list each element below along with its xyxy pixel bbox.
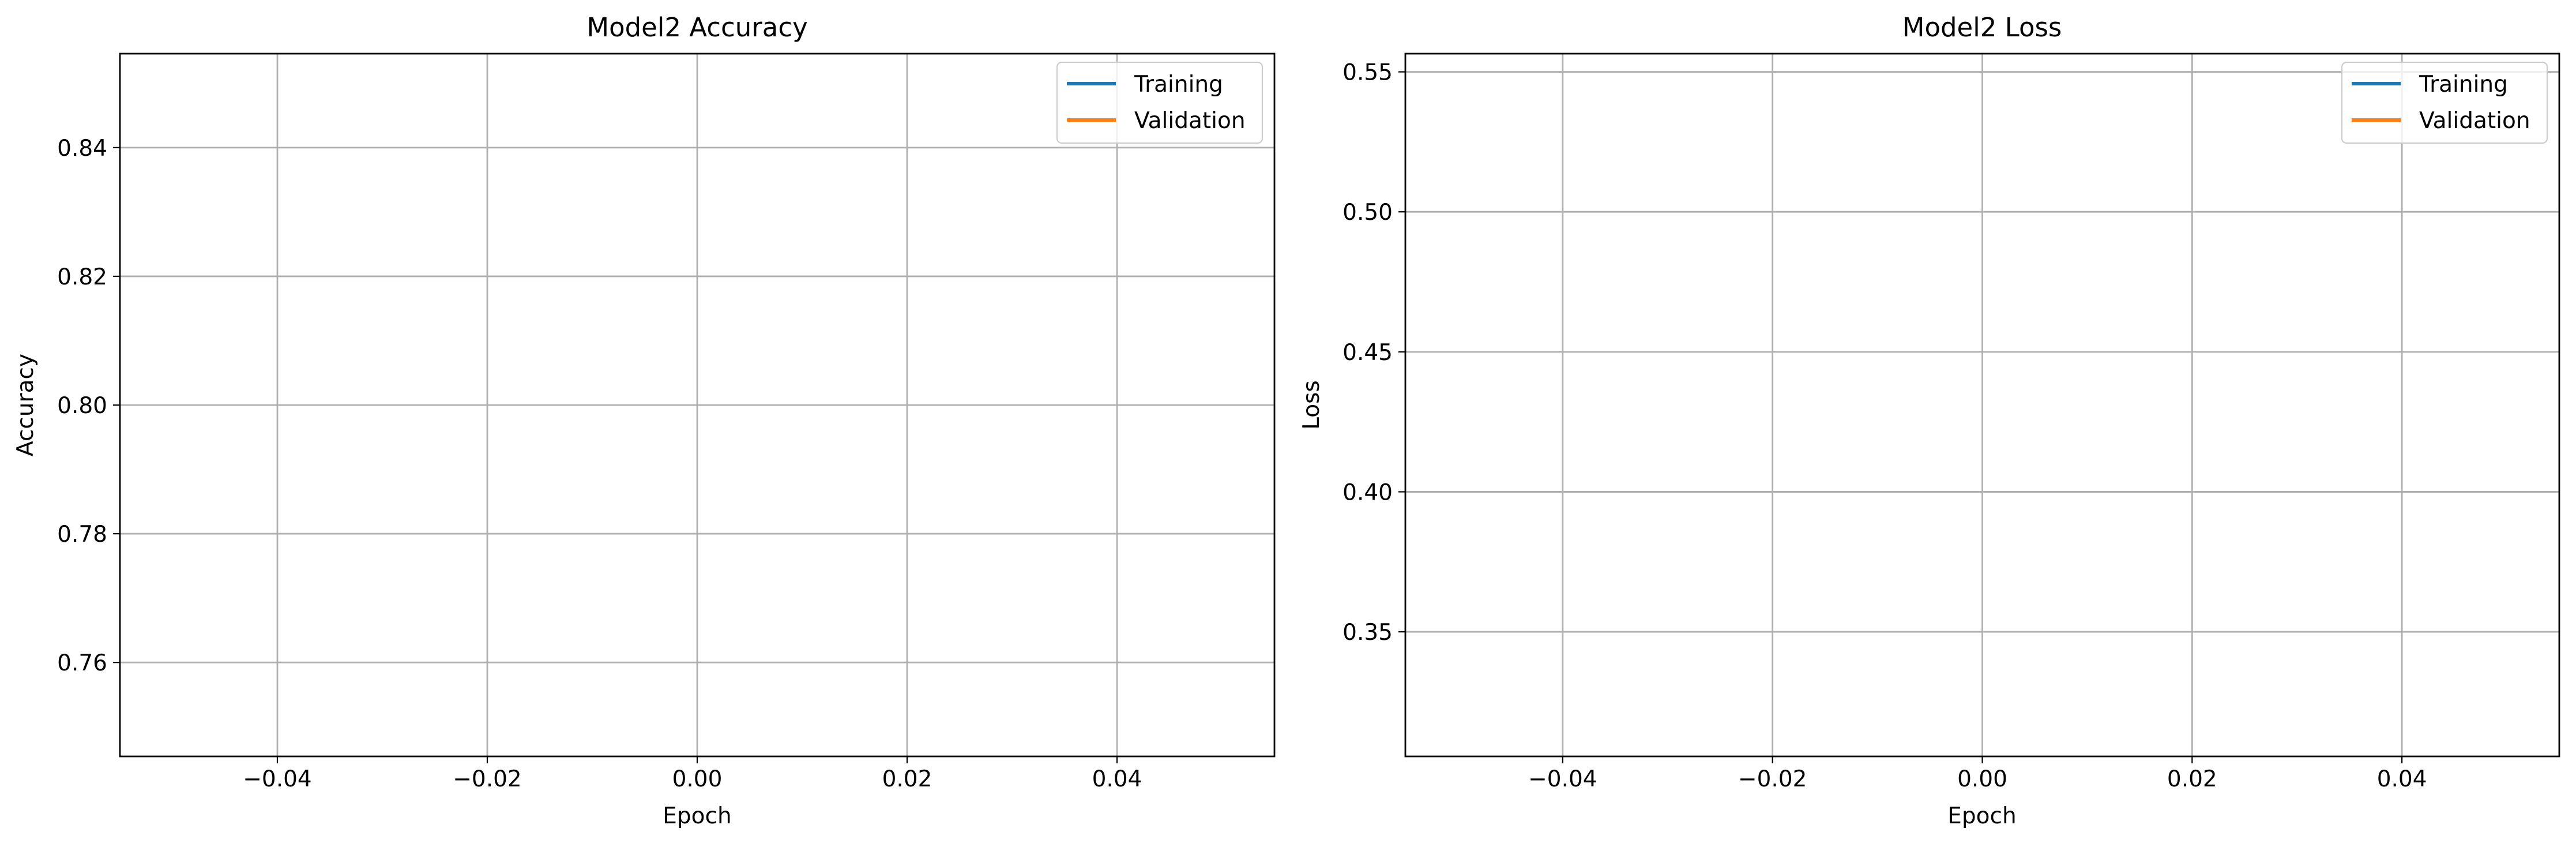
loss-x-ticks: −0.04 −0.02 0.00 0.02 0.04 xyxy=(1528,756,2427,792)
accuracy-y-tick-label: 0.84 xyxy=(57,136,107,162)
loss-x-tick-label: −0.02 xyxy=(1738,766,1807,792)
loss-y-tick-label: 0.50 xyxy=(1342,200,1393,226)
loss-y-ticks: 0.35 0.40 0.45 0.50 0.55 xyxy=(1342,60,1405,646)
accuracy-x-axis-label: Epoch xyxy=(663,803,731,829)
loss-legend-training-label: Training xyxy=(2419,72,2508,98)
accuracy-y-axis-label: Accuracy xyxy=(13,354,39,456)
accuracy-chart-title: Model2 Accuracy xyxy=(586,12,808,43)
accuracy-x-tick-label: −0.02 xyxy=(453,766,522,792)
accuracy-chart: Model2 Accuracy −0.04 −0.02 0.00 0.02 0.04 0… xyxy=(13,12,1276,829)
loss-x-tick-label: 0.02 xyxy=(2167,766,2217,792)
accuracy-y-ticks: 0.76 0.78 0.80 0.82 0.84 xyxy=(57,136,120,676)
accuracy-y-tick-label: 0.76 xyxy=(57,650,107,676)
accuracy-grid xyxy=(120,54,1274,756)
accuracy-x-tick-label: −0.04 xyxy=(243,766,312,792)
accuracy-y-tick-label: 0.82 xyxy=(57,264,107,290)
accuracy-legend-training-label: Training xyxy=(1134,72,1223,98)
accuracy-x-tick-label: 0.04 xyxy=(1092,766,1142,792)
loss-y-tick-label: 0.45 xyxy=(1342,340,1393,366)
accuracy-legend: Training Validation xyxy=(1056,61,1263,144)
accuracy-legend-validation-label: Validation xyxy=(1134,108,1246,134)
accuracy-x-tick-label: 0.00 xyxy=(672,766,723,792)
accuracy-y-tick-label: 0.80 xyxy=(57,393,107,419)
loss-chart: Model2 Loss −0.04 −0.02 0.00 0.02 0.04 0.350… xyxy=(1299,12,2560,829)
loss-x-axis-label: Epoch xyxy=(1947,803,2016,829)
accuracy-x-tick-label: 0.02 xyxy=(882,766,932,792)
loss-y-axis-label: Loss xyxy=(1299,380,1325,430)
loss-chart-title: Model2 Loss xyxy=(1902,12,2062,43)
loss-y-tick-label: 0.35 xyxy=(1342,620,1393,646)
loss-y-tick-label: 0.55 xyxy=(1342,60,1393,86)
accuracy-x-ticks: −0.04 −0.02 0.00 0.02 0.04 xyxy=(243,756,1142,792)
loss-y-tick-label: 0.40 xyxy=(1342,479,1393,505)
loss-legend-validation-label: Validation xyxy=(2419,108,2530,134)
loss-x-tick-label: 0.00 xyxy=(1957,766,2007,792)
accuracy-y-tick-label: 0.78 xyxy=(57,522,107,548)
loss-x-tick-label: 0.04 xyxy=(2377,766,2427,792)
loss-x-tick-label: −0.04 xyxy=(1528,766,1597,792)
loss-legend: Training Validation xyxy=(2341,61,2548,144)
